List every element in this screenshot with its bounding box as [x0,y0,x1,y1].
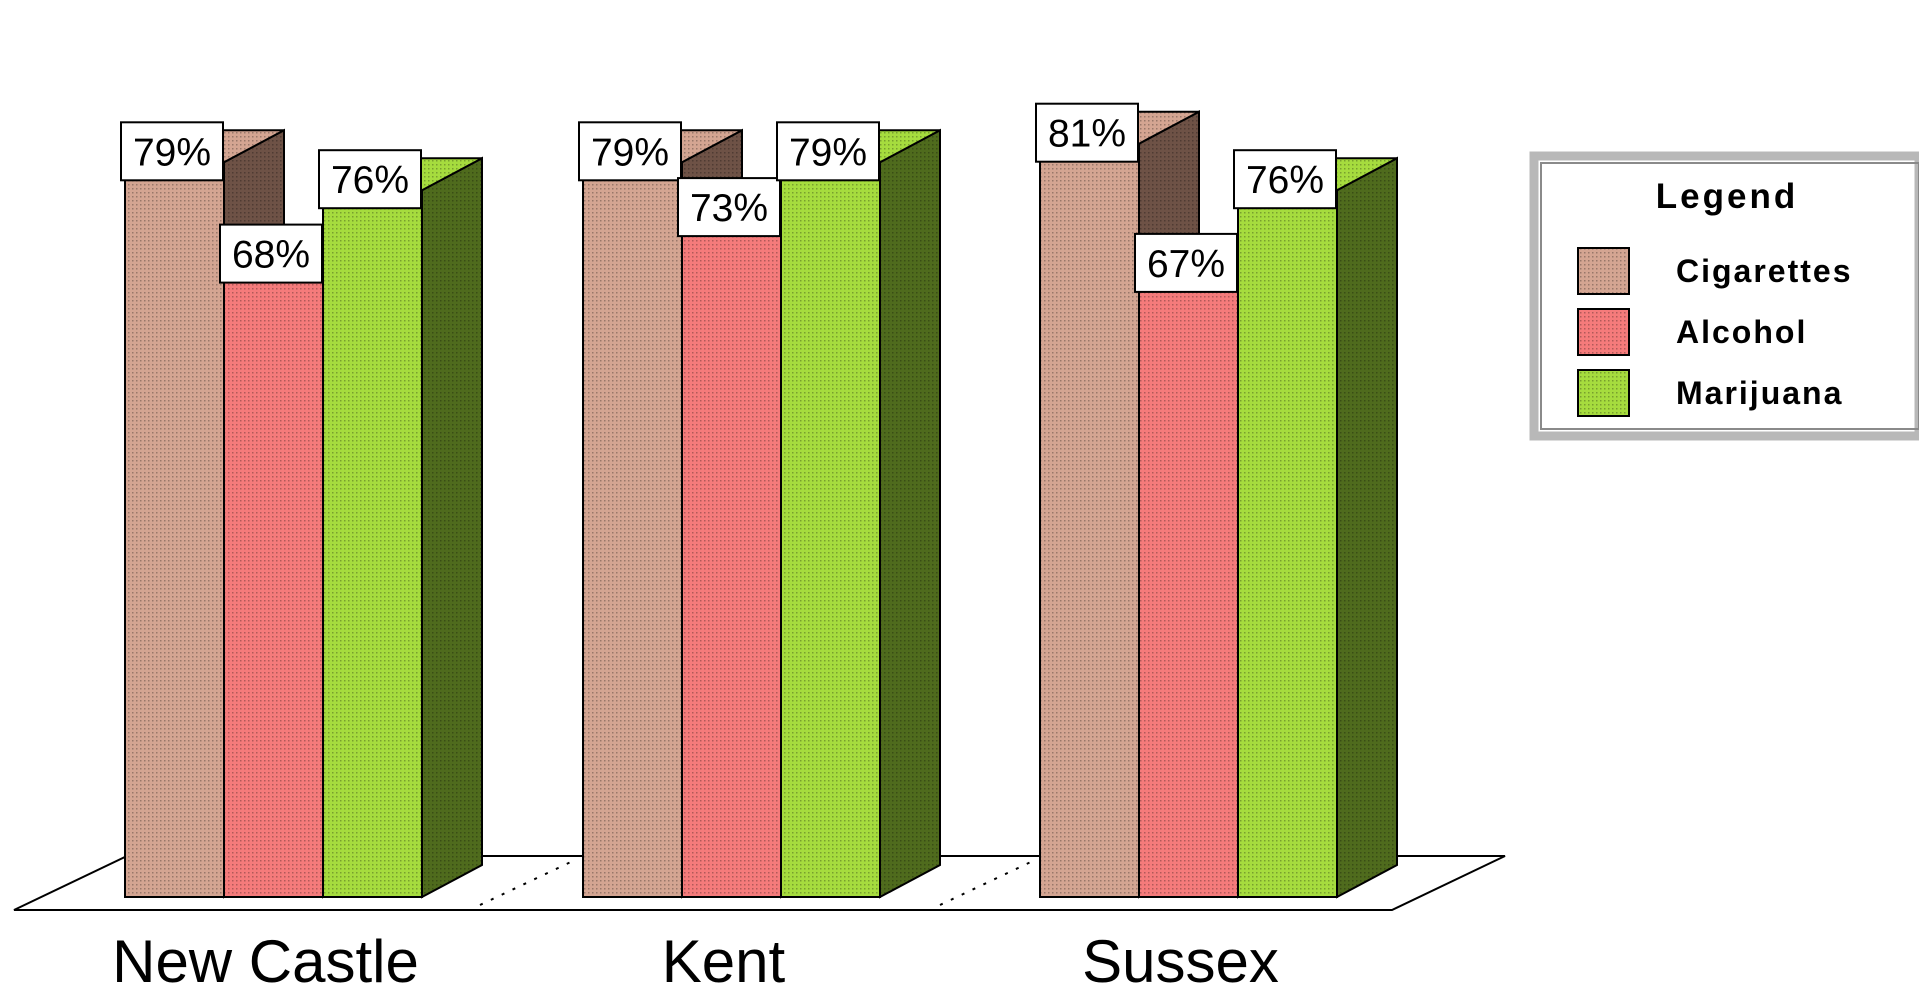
bar-group [124,110,1398,899]
legend-label: Marijuana [1676,375,1843,411]
bar-marijuana-kent [780,128,941,899]
value-label: 76% [1233,149,1337,210]
value-label-text: 79% [133,131,211,174]
bar-front-texture [1040,143,1139,897]
value-label-box [219,223,323,284]
value-label: 73% [677,177,781,238]
value-label-text: 68% [232,234,310,277]
bar-front-texture [583,162,682,898]
bar-side-texture [1337,158,1397,897]
legend-item-marijuana: Marijuana [1577,369,1843,417]
value-label: 76% [318,149,422,210]
value-label-text: 79% [591,131,669,174]
legend-items: Cigarettes Alcohol Marijuana [1577,247,1853,417]
value-label-box [1035,102,1139,163]
legend-swatch-texture [1578,309,1629,355]
legend-swatch-texture [1578,248,1629,294]
value-label: 67% [1134,232,1238,293]
bar-marijuana-sussex [1237,156,1398,899]
category-labels: New Castle Kent Sussex [112,928,1279,989]
legend-label: Cigarettes [1676,253,1853,289]
category-label: Sussex [1082,928,1279,989]
bar-front-texture [682,218,781,898]
legend-title: Legend [1656,177,1798,216]
value-label-box [1134,232,1238,293]
value-label-text: 79% [789,131,867,174]
bar-side-texture [880,130,940,898]
value-label-text: 67% [1147,243,1225,286]
legend-item-alcohol: Alcohol [1577,308,1807,356]
legend-frame-inner [1540,162,1919,430]
value-label: 79% [120,121,224,182]
value-label-box [120,121,224,182]
value-label-text: 81% [1048,113,1126,156]
value-label-box [318,149,422,210]
bar-front-texture [1139,273,1238,897]
bar-front-texture [224,264,323,898]
value-label: 79% [776,121,880,182]
value-label: 81% [1035,102,1139,163]
value-label-box [1233,149,1337,210]
bar-front-texture [1238,190,1337,897]
value-label-box [776,121,880,182]
legend-swatch-texture [1578,370,1629,416]
bar-side-texture [422,158,482,897]
legend-label: Alcohol [1676,314,1807,350]
bar-front-texture [781,162,880,898]
value-label-text: 73% [690,187,768,230]
legend: Legend Cigarettes Alcohol Marijuana [1529,151,1919,441]
category-label: Kent [662,928,786,989]
value-labels: 79% 68% 76% 79% 73% 79% 81% 67% 76% [120,102,1337,293]
category-label: New Castle [112,928,419,989]
bar-front-texture [125,162,224,898]
legend-item-cigarettes: Cigarettes [1577,247,1853,295]
value-label-text: 76% [331,159,409,202]
value-label-box [578,121,682,182]
bar-front-texture [323,190,422,897]
value-label-box [677,177,781,238]
value-label: 68% [219,223,323,284]
bar-marijuana-new-castle [322,156,483,899]
value-label: 79% [578,121,682,182]
value-label-text: 76% [1246,159,1324,202]
